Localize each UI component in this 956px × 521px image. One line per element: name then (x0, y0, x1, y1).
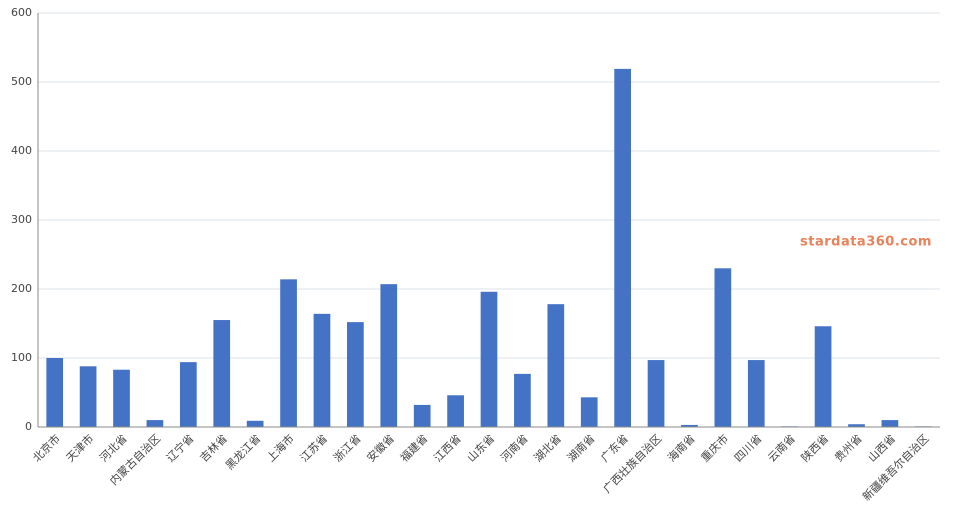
x-tick-label: 海南省 (664, 431, 697, 464)
x-tick-label: 吉林省 (197, 431, 230, 464)
x-tick-label: 贵州省 (832, 432, 865, 465)
x-tick-label: 河南省 (498, 432, 531, 465)
bar (280, 279, 297, 427)
bar (179, 362, 197, 427)
x-tick-label: 湖北省 (532, 432, 565, 465)
x-tick-label: 云南省 (765, 432, 798, 465)
bar (514, 373, 531, 427)
x-tick-label: 北京市 (30, 431, 63, 464)
bar (146, 420, 164, 427)
x-tick-label: 四川省 (732, 432, 765, 465)
bar (79, 366, 97, 427)
bar (714, 268, 732, 427)
bar (213, 320, 231, 427)
bar (848, 424, 865, 427)
bar (46, 358, 64, 427)
bar (480, 291, 498, 427)
x-tick-label: 福建省 (397, 431, 430, 464)
watermark: stardata360.com (800, 235, 932, 250)
x-tick-label: 江苏省 (298, 432, 331, 465)
bar (246, 420, 264, 427)
bar (313, 313, 331, 427)
y-tick-label: 600 (11, 6, 32, 19)
x-tick-label: 辽宁省 (163, 431, 196, 464)
x-tick-label: 广西壮族自治区 (600, 431, 664, 495)
bar (747, 360, 765, 427)
bar (814, 326, 832, 427)
bar (447, 395, 464, 427)
x-tick-label: 浙江省 (331, 432, 364, 465)
x-tick-label: 上海市 (264, 431, 297, 464)
y-tick-label: 100 (11, 351, 32, 364)
y-tick-label: 0 (25, 420, 32, 433)
x-tick-label: 湖南省 (565, 432, 598, 465)
bar (881, 420, 899, 427)
x-tick-label: 黑龙江省 (223, 432, 263, 472)
bar (681, 424, 698, 427)
x-tick-label: 天津市 (63, 431, 96, 464)
bar (580, 397, 598, 427)
y-tick-label: 200 (11, 282, 32, 295)
bar (647, 360, 665, 427)
x-tick-label: 广东省 (598, 432, 631, 465)
x-tick-label: 重庆市 (698, 431, 731, 464)
x-tick-label: 山西省 (866, 432, 899, 465)
x-tick-label: 河北省 (97, 432, 130, 465)
x-tick-label: 山东省 (465, 432, 498, 465)
bar (413, 404, 431, 427)
bar (380, 284, 398, 427)
x-tick-label: 江西省 (431, 432, 464, 465)
bar (614, 68, 631, 427)
y-tick-label: 500 (11, 75, 32, 88)
y-tick-label: 300 (11, 213, 32, 226)
y-tick-label: 400 (11, 144, 32, 157)
bar (547, 304, 565, 427)
bar (347, 322, 364, 427)
x-tick-label: 陕西省 (798, 431, 831, 464)
x-tick-label: 安徽省 (364, 431, 397, 464)
bar (113, 369, 130, 427)
